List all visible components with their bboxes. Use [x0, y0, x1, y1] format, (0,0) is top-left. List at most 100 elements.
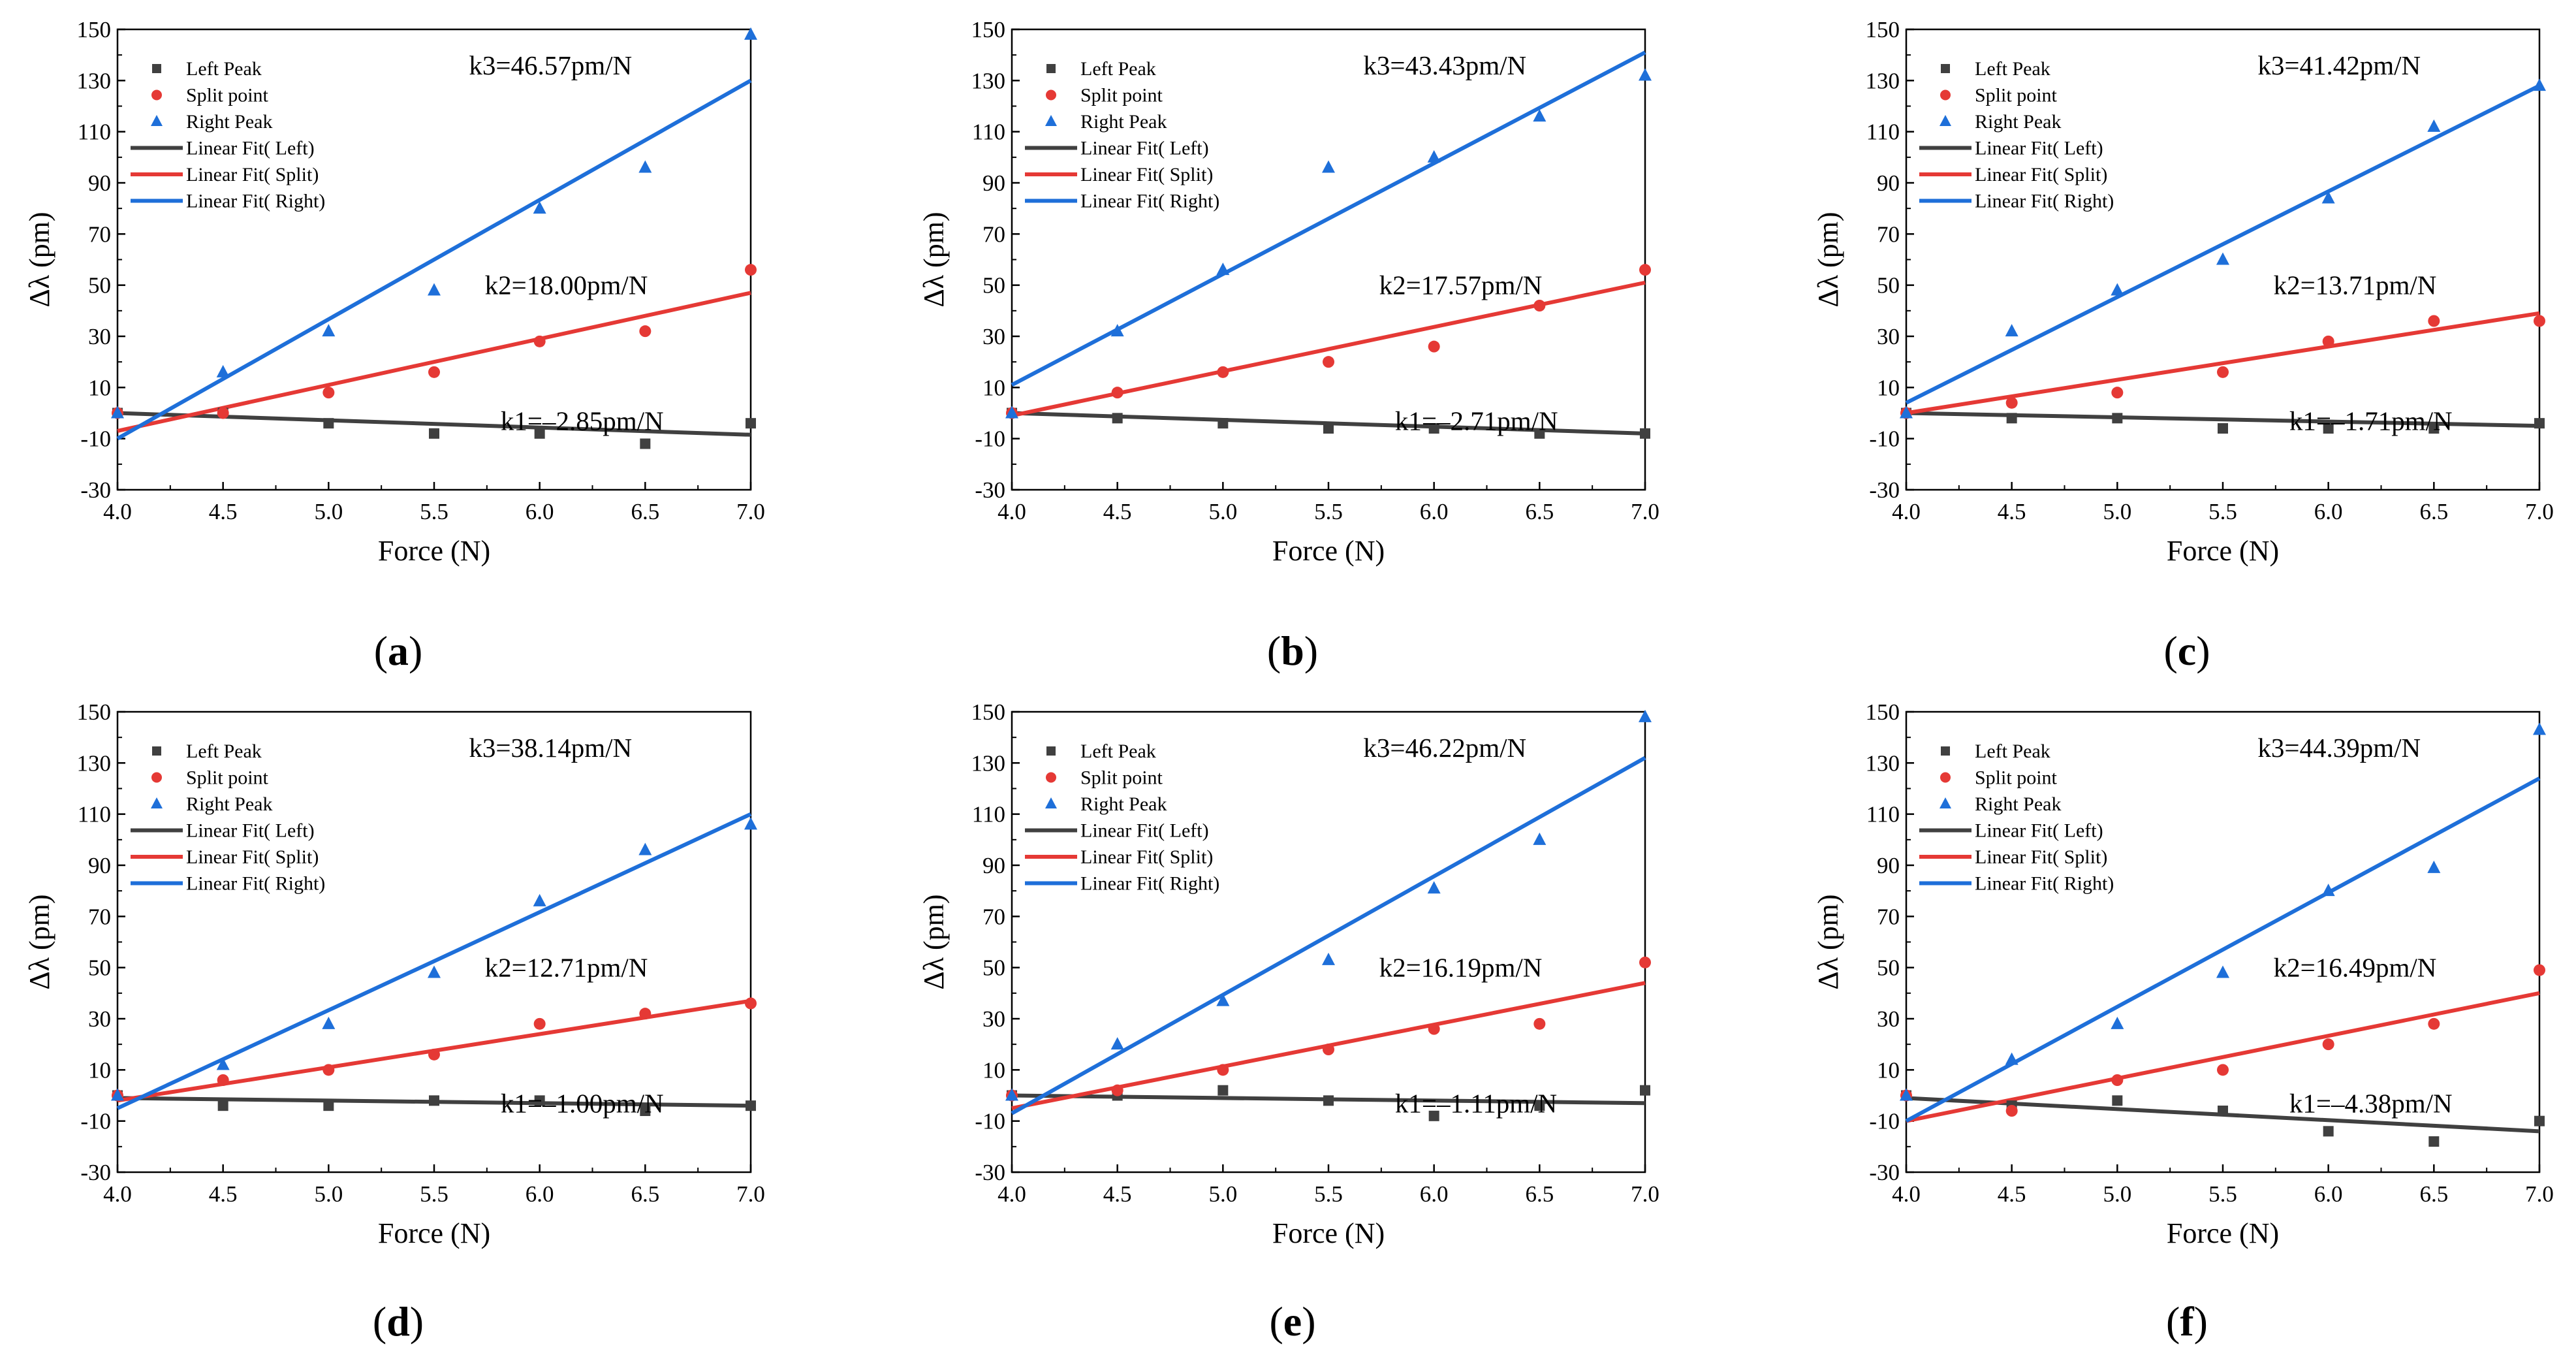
x-tick-label: 6.5 [1525, 499, 1554, 524]
data-point-left-peak [534, 1095, 545, 1106]
caption-letter: d [386, 1298, 410, 1345]
data-point-right-peak [1322, 952, 1335, 965]
x-tick-label: 4.0 [997, 499, 1026, 524]
x-tick-label: 5.5 [420, 499, 448, 524]
y-tick-label: -30 [1869, 1160, 1900, 1185]
data-point-split-point [1111, 387, 1123, 399]
data-point-right-peak [428, 965, 441, 978]
y-tick-label: 30 [1877, 324, 1900, 349]
data-point-right-peak [1322, 160, 1335, 173]
legend-marker-right-peak [1045, 797, 1057, 808]
data-point-right-peak [744, 817, 757, 830]
slope-annotation-k1: k1=–1.11pm/N [1395, 1088, 1557, 1118]
data-point-split-point [1217, 366, 1229, 378]
slope-annotation-k3: k3=44.39pm/N [2257, 733, 2421, 763]
data-point-right-peak [322, 1016, 336, 1029]
legend-marker-left-peak [1046, 64, 1056, 73]
data-point-left-peak [2534, 1115, 2545, 1126]
data-point-split-point [1323, 356, 1334, 368]
y-tick-label: 130 [1866, 750, 1900, 776]
y-tick-label: 70 [1877, 904, 1900, 929]
legend-label-fit-left: Linear Fit( Left) [1080, 138, 1209, 159]
legend-label-left-peak: Left Peak [1975, 741, 2050, 762]
panel-caption: (b) [1267, 628, 1318, 674]
caption-open-paren: ( [373, 1298, 386, 1345]
chart-panel-b: 150 130 110 90 70 50 30 10 -10 -304.0 4.5 5.0 5.5 6.0… [918, 17, 1659, 674]
chart-panel-c: 150 130 110 90 70 50 30 10 -10 -304.0 4.5 5.0 5.5 6.0… [1812, 17, 2554, 674]
slope-annotation-k3: k3=46.57pm/N [469, 50, 632, 80]
y-tick-label: 90 [88, 170, 111, 196]
x-tick-label: 7.0 [2525, 499, 2554, 524]
data-point-split-point [745, 264, 757, 276]
data-point-split-point [2005, 1105, 2018, 1117]
data-point-left-peak [746, 1100, 756, 1111]
data-point-right-peak [1427, 150, 1441, 163]
y-tick-label: 110 [972, 120, 1005, 145]
data-point-right-peak [2533, 722, 2546, 735]
x-tick-label: 7.0 [1631, 1181, 1659, 1207]
data-point-left-peak [1323, 1095, 1334, 1106]
data-point-right-peak [1110, 1037, 1124, 1050]
data-point-right-peak [1110, 324, 1124, 337]
data-point-left-peak [1217, 418, 1229, 429]
y-tick-label: 70 [88, 904, 111, 929]
legend-label-split-point: Split point [1975, 767, 2058, 789]
legend-marker-left-peak [152, 746, 161, 756]
panel-caption: (c) [2163, 628, 2210, 674]
legend-marker-left-peak [152, 64, 161, 73]
y-tick-label: 150 [1866, 17, 1900, 42]
data-point-split-point [2005, 396, 2018, 409]
data-point-split-point [2428, 1017, 2440, 1030]
legend-label-fit-right: Linear Fit( Right) [186, 191, 325, 212]
data-point-split-point [2322, 335, 2334, 347]
legend-marker-right-peak [1940, 115, 1951, 126]
x-tick-label: 5.5 [2208, 499, 2237, 524]
data-point-right-peak [1900, 406, 1913, 419]
data-point-left-peak [534, 428, 545, 439]
fit-line-split [1906, 311, 2540, 415]
y-tick-label: 50 [982, 273, 1005, 298]
legend-marker-split-point [1046, 89, 1056, 101]
x-tick-label: 6.0 [526, 499, 554, 524]
legend-marker-right-peak [151, 115, 163, 126]
x-tick-label: 5.0 [2103, 499, 2131, 524]
slope-annotation-k2: k2=18.00pm/N [485, 270, 648, 300]
data-point-right-peak [1533, 109, 1547, 122]
data-point-right-peak [1216, 263, 1230, 276]
legend-marker-right-peak [151, 797, 163, 808]
caption-close-paren: ) [2196, 628, 2210, 674]
y-tick-label: 10 [1877, 1057, 1900, 1083]
y-tick-label: 90 [982, 170, 1005, 196]
data-point-right-peak [2321, 884, 2335, 897]
data-point-left-peak [1428, 423, 1439, 434]
y-tick-label: 130 [971, 750, 1006, 776]
caption-letter: a [388, 628, 409, 674]
data-point-right-peak [2533, 78, 2546, 91]
data-point-right-peak [1639, 68, 1652, 81]
data-point-split-point [2534, 964, 2545, 976]
y-tick-label: 110 [1866, 802, 1900, 827]
caption-letter: e [1283, 1298, 1302, 1345]
data-point-split-point [1323, 1044, 1334, 1055]
slope-annotation-k2: k2=12.71pm/N [485, 953, 648, 983]
fit-line-split [1906, 991, 2540, 1123]
data-point-left-peak [323, 418, 334, 429]
y-tick-label: 10 [88, 375, 111, 400]
legend-label-right-peak: Right Peak [1080, 793, 1167, 815]
legend-marker-split-point [1940, 89, 1951, 101]
x-tick-label: 5.5 [420, 1181, 448, 1207]
y-tick-label: 130 [1866, 68, 1900, 93]
y-tick-label: 50 [88, 955, 111, 981]
data-point-left-peak [429, 1095, 439, 1106]
data-point-split-point [217, 407, 229, 419]
data-point-left-peak [746, 418, 756, 429]
data-point-right-peak [744, 27, 757, 40]
y-tick-label: 50 [1877, 273, 1900, 298]
data-point-split-point [2534, 315, 2545, 327]
legend-label-fit-split: Linear Fit( Split) [1975, 846, 2107, 868]
y-tick-label: -10 [1869, 426, 1900, 452]
data-point-left-peak [1428, 1110, 1439, 1121]
x-tick-label: 5.0 [314, 1181, 343, 1207]
data-point-split-point [217, 1074, 229, 1086]
legend-label-right-peak: Right Peak [1080, 111, 1167, 133]
